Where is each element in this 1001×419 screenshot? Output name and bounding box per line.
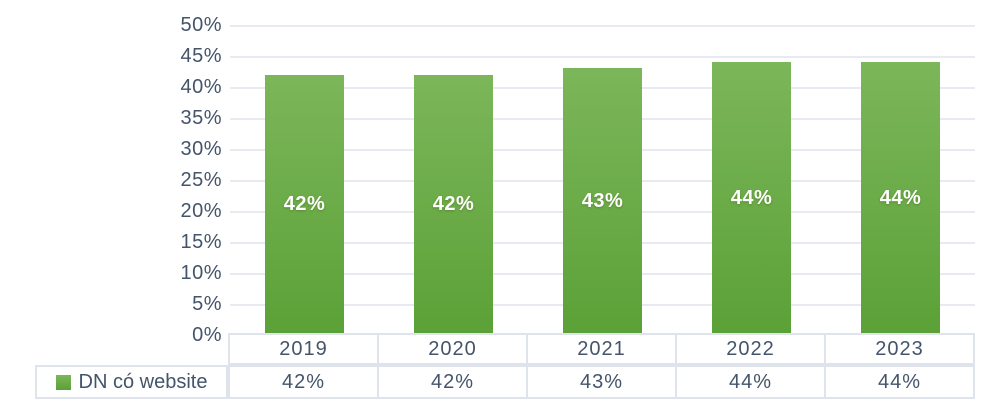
y-tick-label: 15%	[180, 231, 222, 253]
year-cell: 2020	[379, 333, 528, 365]
y-tick-label: 30%	[180, 138, 222, 160]
bar-2023: 44%	[861, 62, 940, 335]
value-cell: 44%	[677, 365, 826, 399]
plot-area: 42% 42% 43% 44% 44%	[230, 25, 975, 335]
y-tick-label: 5%	[192, 293, 222, 315]
bar-2019: 42%	[265, 74, 344, 335]
y-tick-label: 35%	[180, 107, 222, 129]
legend-swatch-icon	[55, 374, 71, 390]
bar-value-label: 42%	[432, 193, 475, 216]
value-cell: 44%	[826, 365, 975, 399]
year-cell: 2021	[528, 333, 677, 365]
legend-label: DN có website	[78, 370, 208, 393]
bar-2022: 44%	[712, 62, 791, 335]
bar-value-label: 44%	[730, 187, 773, 210]
bar-2021: 43%	[563, 68, 642, 335]
year-cell: 2019	[230, 333, 379, 365]
data-table-value-row: 42% 42% 43% 44% 44%	[228, 365, 975, 399]
value-cell: 43%	[528, 365, 677, 399]
bar-value-label: 42%	[283, 193, 326, 216]
bar-value-label: 43%	[581, 190, 624, 213]
y-tick-label: 50%	[180, 14, 222, 36]
value-cell: 42%	[379, 365, 528, 399]
y-tick-label: 20%	[180, 200, 222, 222]
y-tick-label: 0%	[192, 324, 222, 346]
value-cell: 42%	[230, 365, 379, 399]
year-cell: 2022	[677, 333, 826, 365]
legend-cell: DN có website	[35, 365, 228, 399]
y-tick-label: 45%	[180, 45, 222, 67]
bar-value-label: 44%	[879, 187, 922, 210]
y-tick-label: 25%	[180, 169, 222, 191]
year-cell: 2023	[826, 333, 975, 365]
y-tick-label: 40%	[180, 76, 222, 98]
x-axis-category-row: 2019 2020 2021 2022 2023	[228, 333, 975, 365]
y-tick-label: 10%	[180, 262, 222, 284]
bar-2020: 42%	[414, 74, 493, 335]
